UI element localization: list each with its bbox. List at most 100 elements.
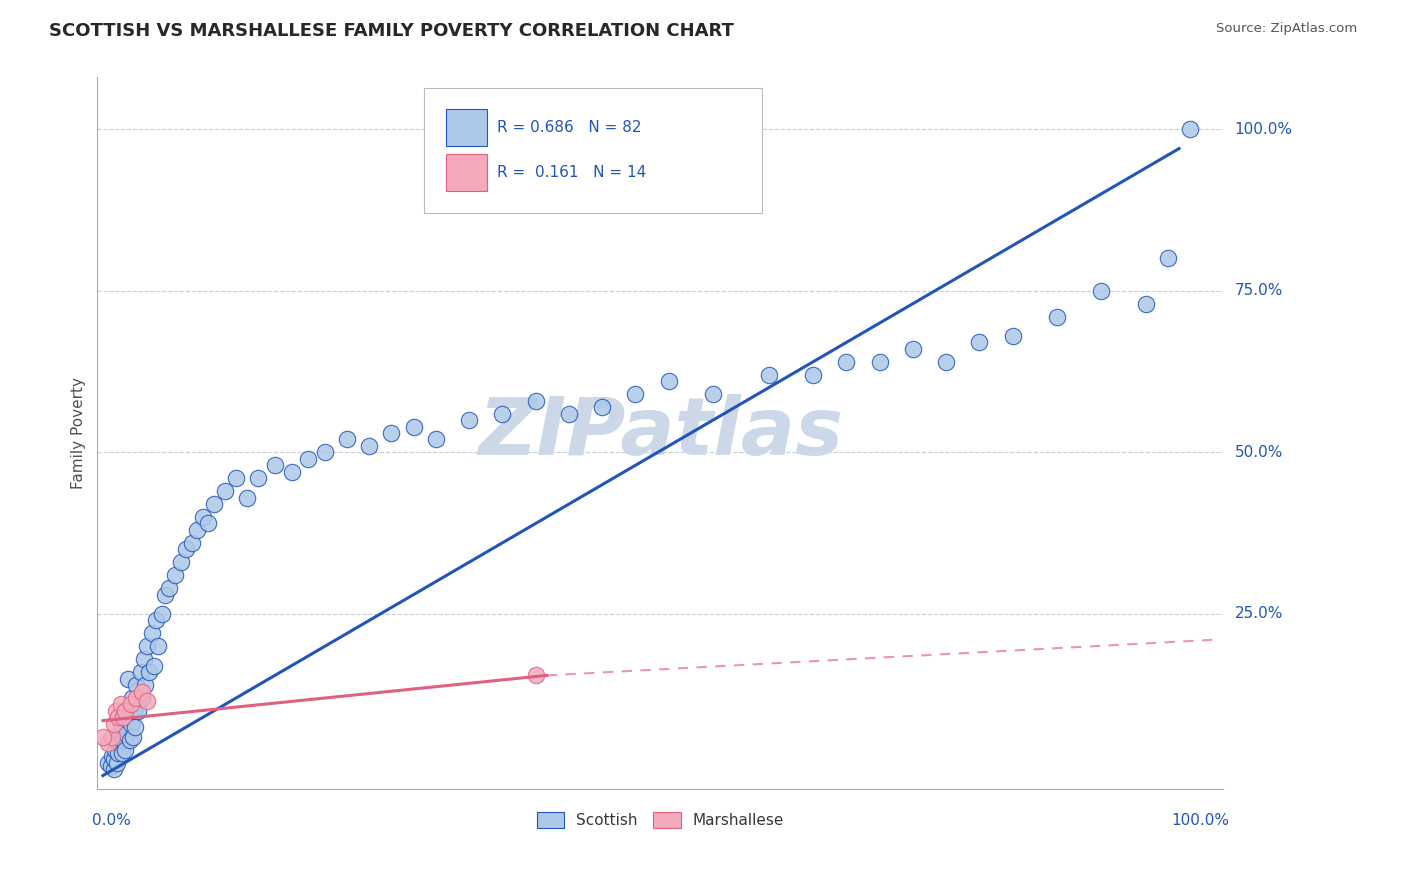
Point — [103, 762, 125, 776]
Point — [1157, 252, 1180, 266]
FancyBboxPatch shape — [447, 110, 486, 146]
Point — [100, 730, 122, 744]
Point — [702, 387, 724, 401]
Point — [247, 471, 270, 485]
Text: 75.0%: 75.0% — [1234, 284, 1282, 298]
Y-axis label: Family Poverty: Family Poverty — [72, 377, 86, 489]
Point — [263, 458, 285, 473]
Point — [280, 465, 302, 479]
Point — [297, 451, 319, 466]
Point — [558, 407, 581, 421]
Point — [105, 756, 128, 770]
Point — [121, 691, 143, 706]
Point — [225, 471, 247, 485]
Point — [117, 672, 139, 686]
Point — [124, 720, 146, 734]
Point — [145, 614, 167, 628]
Point — [425, 433, 447, 447]
Text: Source: ZipAtlas.com: Source: ZipAtlas.com — [1216, 22, 1357, 36]
Point — [105, 704, 128, 718]
Point — [131, 684, 153, 698]
Point — [131, 691, 153, 706]
Point — [148, 640, 170, 654]
Point — [491, 407, 513, 421]
Point — [174, 542, 197, 557]
Point — [111, 733, 134, 747]
Point — [100, 749, 122, 764]
Point — [117, 710, 139, 724]
Point — [163, 568, 186, 582]
Text: 25.0%: 25.0% — [1234, 607, 1282, 622]
Text: 0.0%: 0.0% — [91, 814, 131, 829]
Point — [127, 704, 149, 718]
Point — [97, 756, 120, 770]
Point — [969, 335, 991, 350]
Point — [150, 607, 173, 621]
Point — [111, 710, 134, 724]
Point — [591, 400, 613, 414]
Point — [142, 658, 165, 673]
Point — [524, 668, 547, 682]
FancyBboxPatch shape — [447, 154, 486, 191]
Point — [108, 726, 131, 740]
Point — [359, 439, 381, 453]
Point — [114, 704, 136, 718]
Point — [104, 743, 127, 757]
Text: R =  0.161   N = 14: R = 0.161 N = 14 — [498, 165, 647, 180]
Point — [110, 717, 132, 731]
Point — [118, 733, 141, 747]
Point — [103, 752, 125, 766]
Text: 50.0%: 50.0% — [1234, 445, 1282, 460]
Point — [236, 491, 259, 505]
Point — [121, 730, 143, 744]
Point — [125, 691, 148, 706]
Point — [935, 355, 957, 369]
Legend: Scottish, Marshallese: Scottish, Marshallese — [530, 806, 790, 834]
Point — [169, 555, 191, 569]
Point — [153, 588, 176, 602]
Point — [120, 717, 142, 731]
Point — [107, 710, 129, 724]
Point — [758, 368, 780, 382]
Point — [125, 678, 148, 692]
Text: SCOTTISH VS MARSHALLESE FAMILY POVERTY CORRELATION CHART: SCOTTISH VS MARSHALLESE FAMILY POVERTY C… — [49, 22, 734, 40]
Point — [191, 510, 214, 524]
Point — [524, 393, 547, 408]
Point — [141, 626, 163, 640]
Point — [336, 433, 359, 447]
Text: 100.0%: 100.0% — [1234, 121, 1292, 136]
FancyBboxPatch shape — [425, 88, 762, 212]
Point — [122, 704, 145, 718]
Text: 100.0%: 100.0% — [1171, 814, 1229, 829]
Point — [100, 759, 122, 773]
Point — [869, 355, 891, 369]
Point — [835, 355, 858, 369]
Point — [624, 387, 647, 401]
Point — [458, 413, 481, 427]
Point — [197, 516, 219, 531]
Point — [186, 523, 208, 537]
Text: ZIPatlas: ZIPatlas — [478, 394, 844, 472]
Point — [105, 733, 128, 747]
Point — [129, 665, 152, 680]
Point — [380, 425, 402, 440]
Point — [801, 368, 824, 382]
Point — [658, 374, 681, 388]
Point — [180, 536, 202, 550]
Point — [132, 652, 155, 666]
Point — [108, 736, 131, 750]
Text: R = 0.686   N = 82: R = 0.686 N = 82 — [498, 120, 641, 136]
Point — [159, 581, 181, 595]
Point — [120, 698, 142, 712]
Point — [115, 726, 138, 740]
Point — [107, 746, 129, 760]
Point — [1180, 122, 1202, 136]
Point — [402, 419, 425, 434]
Point — [1090, 284, 1112, 298]
Point — [97, 736, 120, 750]
Point — [134, 678, 156, 692]
Point — [112, 704, 135, 718]
Point — [1135, 296, 1157, 310]
Point — [1001, 329, 1024, 343]
Point — [114, 743, 136, 757]
